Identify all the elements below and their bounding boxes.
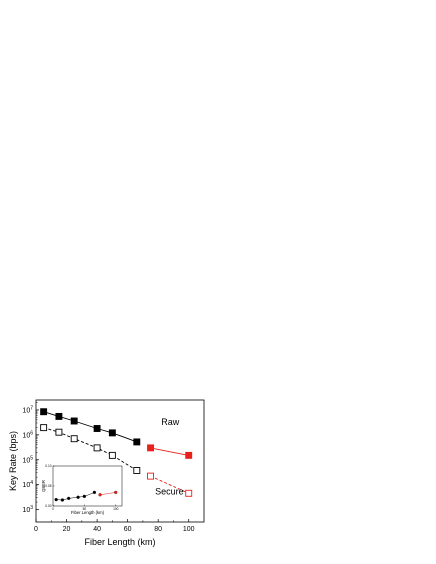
x-tick-label: 100 xyxy=(183,526,195,533)
raw-rate-point xyxy=(55,412,63,420)
secure-rate-point xyxy=(70,435,78,443)
raw-rate-line xyxy=(150,447,189,456)
x-axis-label: Fiber Length (km) xyxy=(84,537,155,547)
x-tick-label: 40 xyxy=(93,526,101,533)
inset-qber-point xyxy=(60,498,65,502)
raw-rate-point xyxy=(108,429,116,437)
raw-rate-point xyxy=(133,438,141,446)
raw-rate-point xyxy=(93,425,101,432)
y-tick-label: 106 xyxy=(22,430,33,439)
y-tick-exponent: 4 xyxy=(30,480,33,486)
inset-qber-point xyxy=(92,490,97,494)
inset-qber-point xyxy=(82,494,86,498)
secure-rate-point xyxy=(40,424,48,432)
y-tick-exponent: 7 xyxy=(30,405,33,411)
inset-qber-point xyxy=(76,495,80,499)
y-tick-label: 103 xyxy=(22,505,33,514)
secure-rate-point xyxy=(147,472,154,480)
inset-qber-line xyxy=(99,492,116,496)
inset-qber-point xyxy=(98,493,102,497)
inset-x-tick-label: 0 xyxy=(52,507,54,511)
inset-plot: 0 50 100 0.00 0.05 0.10 Fiber Length (km) QBE… xyxy=(41,464,123,515)
raw-rate-point xyxy=(147,444,154,452)
secure-rate-point xyxy=(185,489,193,497)
x-tick-label: 20 xyxy=(63,526,71,533)
inset-x-tick-label: 100 xyxy=(113,507,119,511)
main-points xyxy=(40,408,193,497)
secure-rate-point xyxy=(133,467,141,474)
y-tick-label: 105 xyxy=(22,455,33,464)
inset-qber-point xyxy=(114,490,118,494)
y-tick-exponent: 6 xyxy=(30,430,33,436)
inset-y-tick-label: 0.00 xyxy=(45,504,51,508)
annotation-secure: Secure xyxy=(155,487,184,497)
inset-x-axis-label: Fiber Length (km) xyxy=(71,510,105,515)
y-axis-label: Key Rate (bps) xyxy=(8,431,18,491)
inset-y-axis-label: QBER xyxy=(41,480,46,492)
x-tick-label: 60 xyxy=(124,526,132,533)
y-tick-label: 107 xyxy=(22,405,33,414)
raw-rate-point xyxy=(185,451,193,459)
secure-rate-point xyxy=(108,451,116,459)
secure-rate-line xyxy=(150,475,189,494)
inset-qber-point xyxy=(67,496,71,500)
x-tick-label: 80 xyxy=(154,526,162,533)
raw-rate-point xyxy=(70,417,78,425)
secure-rate-point xyxy=(55,428,63,436)
y-tick-label: 104 xyxy=(22,480,33,489)
y-tick-exponent: 5 xyxy=(30,455,33,461)
inset-x-tick-label: 50 xyxy=(83,507,87,511)
secure-rate-point xyxy=(93,444,101,452)
inset-y-tick-label: 0.05 xyxy=(45,484,51,488)
inset-ticks: 0 50 100 0.00 0.05 0.10 xyxy=(45,464,118,511)
y-tick-exponent: 3 xyxy=(30,505,33,511)
raw-rate-point xyxy=(40,408,48,416)
inset-qber-point xyxy=(54,498,58,502)
inset-y-tick-label: 0.10 xyxy=(45,464,51,468)
x-tick-label: 0 xyxy=(34,526,38,533)
inset-points xyxy=(54,490,118,502)
annotation-raw: Raw xyxy=(161,417,180,427)
